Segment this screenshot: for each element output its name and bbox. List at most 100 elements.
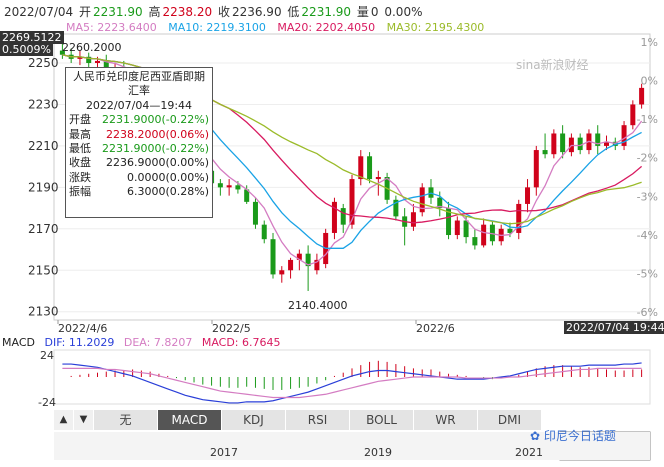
tab-2[interactable]: KDJ: [222, 410, 286, 430]
open-label: 开: [79, 5, 92, 19]
summary-date: 2022/07/04: [4, 5, 74, 19]
candle-body: [577, 137, 583, 151]
pct-tick-label: -4%: [637, 229, 658, 242]
candle-body: [367, 156, 373, 180]
candle-body: [463, 220, 469, 238]
tooltip-value: 2231.9000(-0.22%): [102, 142, 209, 156]
dif-line: [62, 362, 642, 404]
wechat-watermark: ✿ 印尼今日话题: [530, 429, 616, 443]
candle-body: [305, 253, 311, 267]
candle-body: [270, 239, 276, 275]
high-annotation: 2260.2000: [62, 41, 122, 54]
tooltip-key: 最低: [69, 142, 91, 156]
tooltip-time: 2022/07/04—19:44: [85, 98, 193, 112]
candle-body: [621, 125, 627, 146]
candle-body: [437, 197, 443, 209]
tab-3[interactable]: RSI: [286, 410, 350, 430]
close-value: 2236.90: [231, 5, 282, 19]
ma30-legend: MA30: 2195.4300: [386, 21, 485, 34]
x-tick-label: 2022/4/6: [58, 322, 107, 335]
tooltip-value: 2231.9000(-0.22%): [102, 113, 209, 127]
close-label: 收: [217, 5, 230, 19]
tooltip-row: 收盘 2236.9000(0.00%): [69, 156, 209, 170]
candle-body: [77, 56, 83, 59]
candle-body: [542, 150, 548, 155]
macd-axis-top: 24: [40, 349, 54, 362]
candle-body: [604, 141, 610, 146]
tab-4[interactable]: BOLL: [350, 410, 414, 430]
tooltip-key: 收盘: [69, 156, 91, 170]
candle-body: [252, 201, 258, 225]
candle-body: [472, 237, 478, 246]
candle-body: [525, 187, 531, 204]
candle-body: [59, 50, 65, 55]
macd-value-legend: MACD: 6.7645: [201, 336, 281, 349]
tooltip-value: 2238.2000(0.06%): [105, 127, 209, 141]
y-cursor-pct: 0.5009%: [0, 43, 53, 56]
high-label: 高: [148, 5, 161, 19]
overview-navigator[interactable]: [54, 432, 650, 460]
tooltip-row: 最低 2231.9000(-0.22%): [69, 142, 209, 156]
candle-body: [226, 185, 232, 188]
pct-tick-label: -3%: [637, 190, 658, 203]
macd-axis-bottom: -24: [38, 396, 56, 409]
tooltip-key: 涨跌: [69, 170, 91, 184]
candle-body: [630, 104, 636, 126]
candle-body: [314, 259, 320, 271]
candle-body: [261, 224, 267, 240]
dif-legend: DIF: 11.2029: [44, 336, 115, 349]
data-tooltip: 人民币兑印度尼西亚盾即期汇率 2022/07/04—19:44 开盘 2231.9…: [65, 67, 213, 218]
dea-legend: DEA: 7.8207: [123, 336, 193, 349]
plot-frame: [53, 33, 651, 321]
tab-6[interactable]: DMI: [478, 410, 542, 430]
candle-body: [296, 253, 302, 260]
pct-tick-label: -1%: [637, 113, 658, 126]
candle-body: [103, 60, 109, 70]
tooltip-row: 涨跌 0.0000(0.00%): [69, 171, 209, 185]
candle-body: [533, 150, 539, 188]
tooltip-value: 0.0000(0.00%): [126, 170, 209, 184]
low-value: 2231.90: [301, 5, 352, 19]
candle-body: [235, 185, 241, 190]
tooltip-value: 6.3000(0.28%): [126, 185, 209, 199]
macd-title: MACD: [2, 336, 35, 349]
x-tick-label: 2022/5: [212, 322, 251, 335]
candle-body: [639, 87, 645, 105]
y-tick-label: 2190: [28, 180, 59, 194]
candle-body: [393, 199, 399, 217]
tab-0[interactable]: 无: [94, 410, 158, 430]
candle-body: [94, 60, 100, 64]
y-tick-label: 2170: [28, 222, 59, 236]
pct-tick-label: 0%: [641, 75, 658, 88]
y-cursor-value: 2269.5122: [0, 31, 64, 44]
ma5-legend: MA5: 2223.6400: [66, 21, 157, 34]
candle-body: [358, 156, 364, 180]
candle-body: [86, 56, 92, 64]
dea-line: [62, 367, 642, 399]
tooltip-value: 2236.9000(0.00%): [105, 156, 209, 170]
candle-body: [217, 183, 223, 188]
overview-year-2: 2019: [364, 446, 392, 459]
pct-tick-label: -5%: [637, 267, 658, 280]
tooltip-key: 振幅: [69, 185, 91, 199]
y-tick-label: 2250: [28, 56, 59, 70]
indicator-tabs: ▲ ▼ 无 MACD KDJ RSI BOLL WR DMI: [54, 410, 542, 430]
ma10-legend: MA10: 2219.3100: [168, 21, 266, 34]
tab-1[interactable]: MACD: [158, 410, 222, 430]
candle-body: [288, 259, 294, 271]
tooltip-title: 人民币兑印度尼西亚盾即期汇率: [73, 70, 205, 98]
candle-body: [481, 224, 487, 246]
candle-body: [516, 203, 522, 233]
low-annotation: 2140.4000: [288, 299, 348, 312]
candle-body: [340, 208, 346, 225]
candle-body: [489, 224, 495, 242]
scroll-left-icon[interactable]: ▲: [54, 410, 74, 430]
tab-5[interactable]: WR: [414, 410, 478, 430]
candle-body: [244, 189, 250, 202]
candle-body: [560, 133, 566, 153]
candle-body: [507, 228, 513, 233]
scroll-right-icon[interactable]: ▼: [74, 410, 94, 430]
macd-frame: [53, 349, 651, 405]
